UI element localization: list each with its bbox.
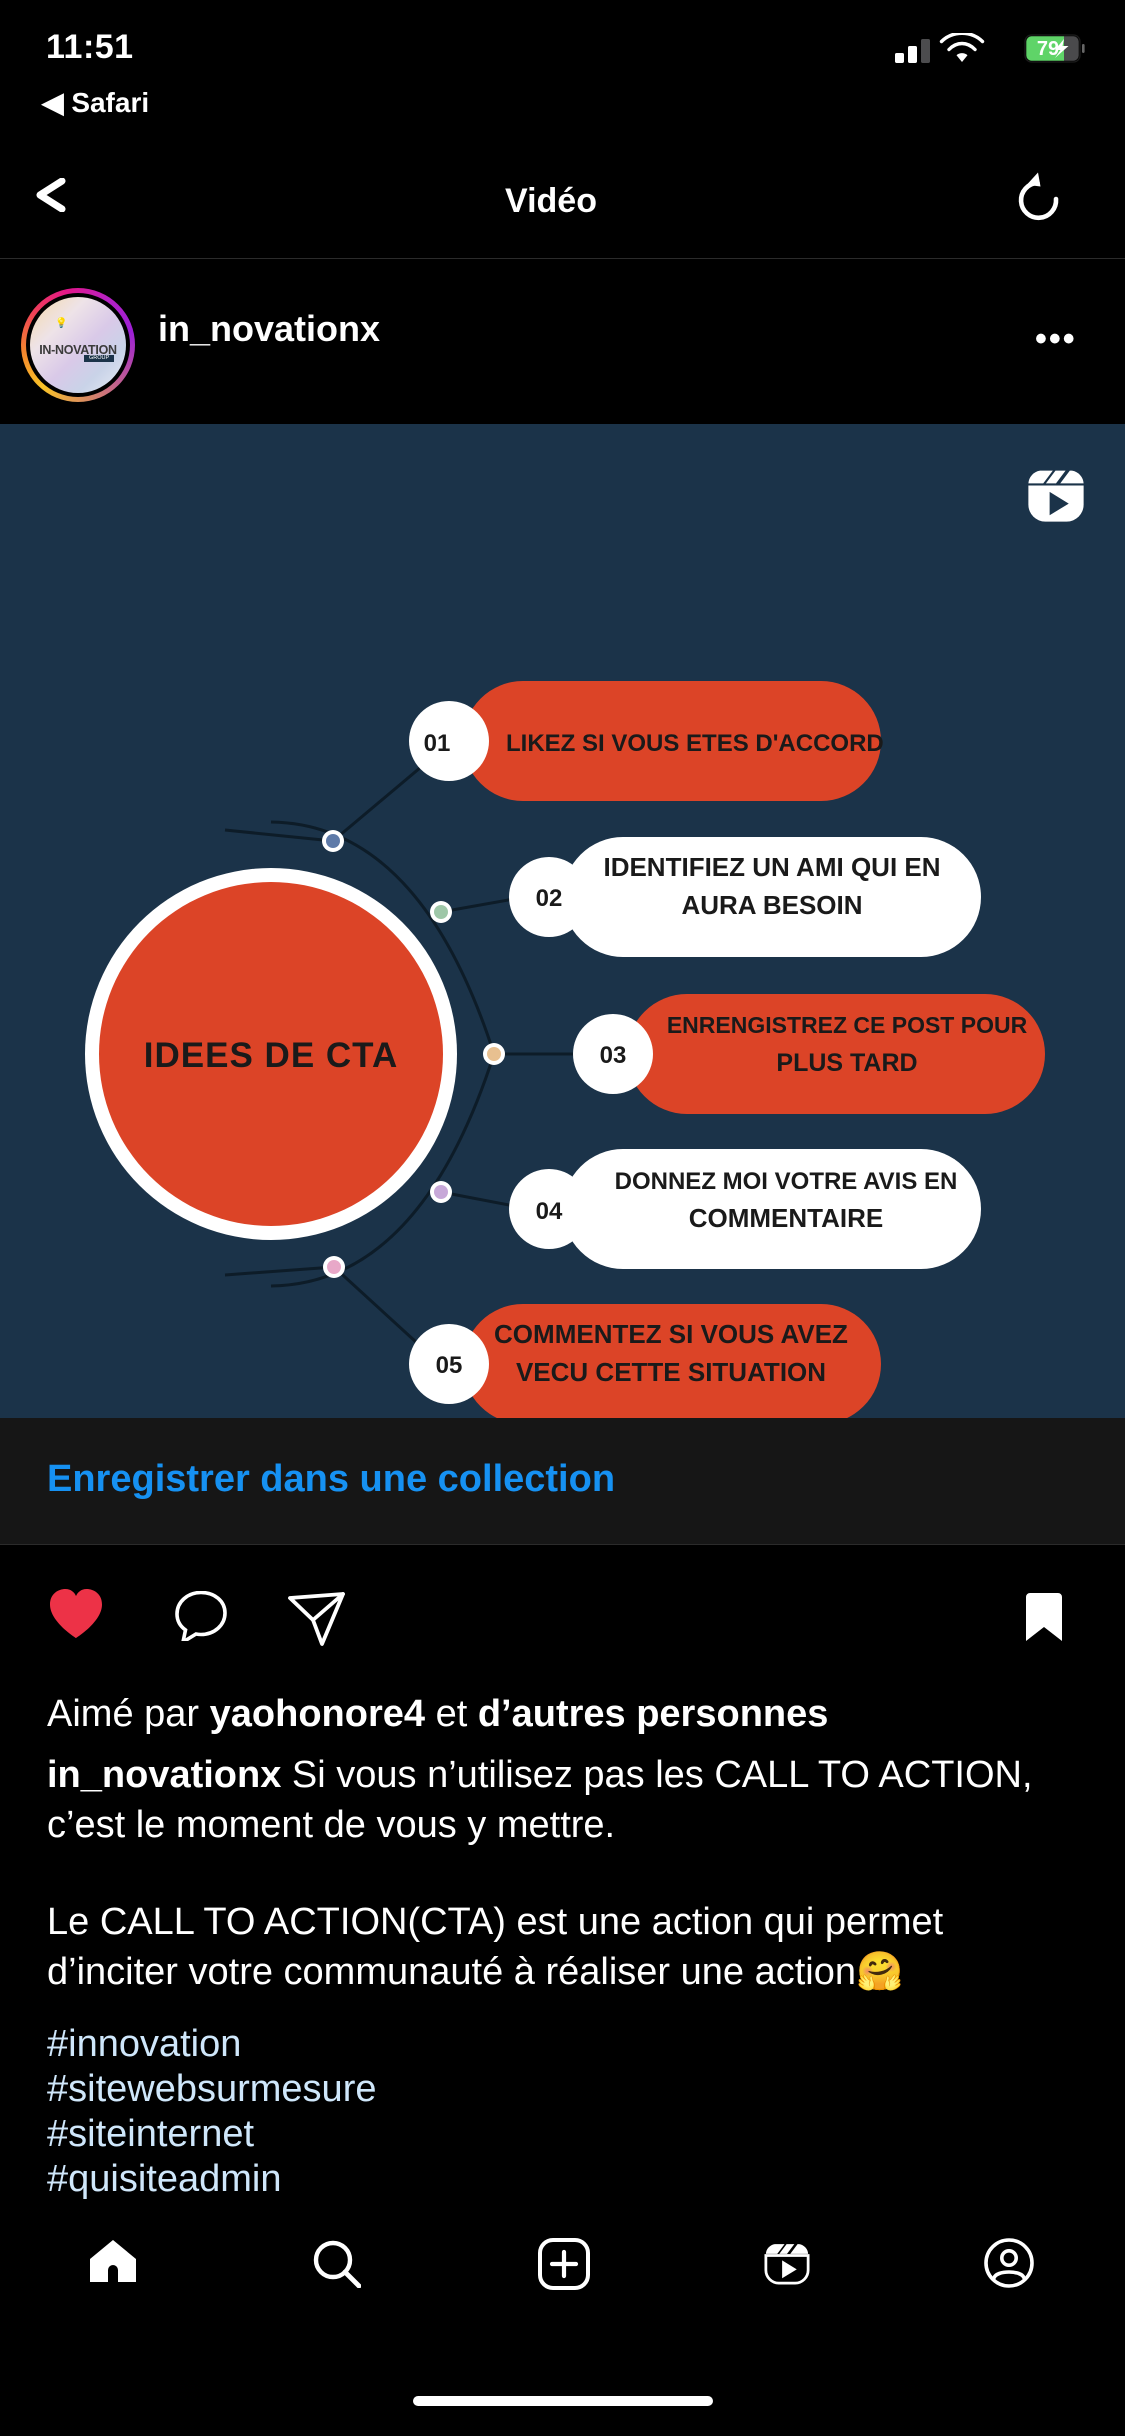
svg-text:79: 79 xyxy=(1037,38,1059,60)
svg-text:04: 04 xyxy=(536,1198,563,1225)
svg-text:01: 01 xyxy=(424,730,451,757)
svg-text:DONNEZ MOI VOTRE AVIS EN: DONNEZ MOI VOTRE AVIS EN xyxy=(615,1168,958,1195)
svg-text:IDEES DE CTA: IDEES DE CTA xyxy=(144,1036,398,1075)
svg-text:ENRENGISTREZ CE POST POUR: ENRENGISTREZ CE POST POUR xyxy=(667,1012,1028,1038)
svg-text:COMMENTEZ SI VOUS AVEZ: COMMENTEZ SI VOUS AVEZ xyxy=(494,1319,848,1349)
svg-text:PLUS TARD: PLUS TARD xyxy=(776,1049,917,1077)
svg-text:COMMENTAIRE: COMMENTAIRE xyxy=(689,1203,884,1233)
svg-text:AURA BESOIN: AURA BESOIN xyxy=(681,890,862,920)
svg-text:05: 05 xyxy=(436,1352,463,1379)
svg-text:03: 03 xyxy=(600,1042,627,1069)
svg-text:IDENTIFIEZ UN AMI QUI EN: IDENTIFIEZ UN AMI QUI EN xyxy=(603,852,940,882)
svg-text:VECU CETTE SITUATION: VECU CETTE SITUATION xyxy=(516,1357,826,1387)
svg-text:02: 02 xyxy=(536,885,563,912)
svg-text:LIKEZ SI VOUS ETES D'ACCORD: LIKEZ SI VOUS ETES D'ACCORD xyxy=(506,730,884,757)
